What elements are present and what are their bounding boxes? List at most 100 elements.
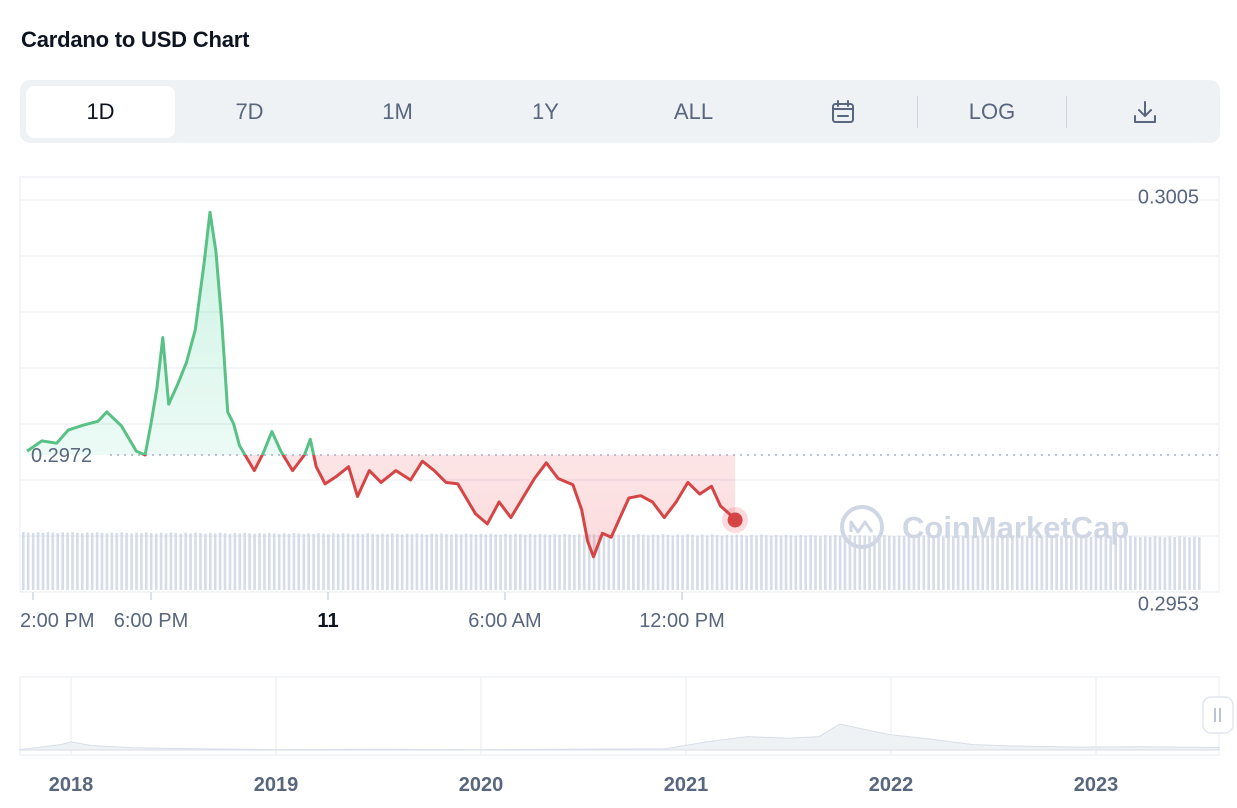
volume-bar [863, 535, 866, 590]
download-button[interactable] [1115, 86, 1175, 138]
volume-bar [1163, 537, 1167, 590]
volume-bar [1139, 537, 1142, 590]
volume-bar [671, 535, 675, 590]
navigator-svg[interactable]: 2018 2019 2020 2021 2022 2023 [0, 670, 1237, 803]
volume-bar [843, 536, 847, 590]
price-line-up [26, 210, 316, 455]
volume-bar [966, 536, 970, 590]
volume-bar [789, 535, 793, 590]
volume-bar [912, 535, 916, 590]
volume-bar [1099, 536, 1103, 590]
x-tick-label: 11 [317, 610, 338, 632]
volume-bar [838, 535, 842, 590]
volume-bar [341, 533, 345, 590]
volume-bar [499, 534, 502, 590]
volume-bar [666, 534, 670, 590]
volume-bar [1129, 536, 1132, 591]
volume-bar [701, 534, 704, 590]
volume-bar [474, 534, 478, 590]
volume-bar [1030, 535, 1034, 590]
volume-bar [976, 536, 980, 590]
volume-bar [66, 532, 69, 590]
volume-bar [651, 534, 655, 590]
calendar-button[interactable] [813, 86, 873, 138]
reference-price-label: 0.2972 [31, 445, 92, 467]
volume-bar [1050, 536, 1053, 590]
volume-bar [1025, 536, 1029, 590]
volume-bar [1094, 536, 1098, 590]
volume-bar [1188, 537, 1191, 590]
volume-bar [391, 533, 394, 590]
volume-bar [218, 532, 222, 590]
y-tick-label: 0.3005 [1138, 187, 1199, 209]
volume-bar [794, 535, 798, 590]
volume-bar [386, 534, 389, 590]
tab-1m[interactable]: 1M [382, 99, 413, 124]
tab-7d[interactable]: 7D [235, 99, 264, 124]
navigator-handle-box[interactable] [1202, 696, 1234, 734]
volume-bar [833, 535, 837, 590]
volume-bar [189, 533, 192, 590]
volume-bar [597, 535, 601, 590]
volume-bar [381, 533, 384, 590]
volume-bar [435, 534, 438, 590]
volume-bar [769, 535, 773, 590]
range-navigator[interactable]: 2018 2019 2020 2021 2022 2023 [0, 670, 1237, 803]
volume-bar [986, 536, 989, 590]
tab-all[interactable]: ALL [673, 99, 714, 124]
volume-bar [715, 535, 719, 590]
volume-bar [897, 535, 901, 590]
volume-bar [410, 534, 414, 590]
download-icon [1134, 101, 1156, 123]
volume-bar [292, 533, 296, 590]
volume-bar [479, 533, 483, 590]
navigator-year-label: 2019 [254, 774, 299, 796]
volume-bar [646, 535, 650, 590]
volume-bar [1158, 536, 1162, 590]
volume-bar [892, 536, 896, 590]
volume-bar [95, 532, 99, 590]
volume-bar [194, 532, 197, 590]
volume-bar [1001, 536, 1004, 590]
volume-bar [730, 535, 734, 590]
log-toggle[interactable]: LOG [968, 99, 1016, 124]
volume-bar [656, 535, 660, 590]
volume-bar [396, 533, 399, 590]
price-chart[interactable]: CoinMarketCap 0.3005 0.2953 0.2972 2:00 P… [0, 160, 1237, 640]
tab-1y[interactable]: 1Y [532, 99, 559, 124]
volume-bar [90, 533, 94, 590]
volume-bar [209, 532, 212, 590]
volume-bar [602, 534, 606, 590]
volume-bar [332, 533, 335, 590]
navigator-handle[interactable] [1202, 696, 1234, 734]
toolbar-divider [1066, 96, 1067, 128]
volume-bar [1109, 536, 1112, 590]
volume-bar [56, 533, 59, 590]
volume-bar [514, 533, 517, 590]
volume-bar [1104, 536, 1108, 590]
volume-bar [455, 533, 458, 590]
x-tick-label: 2:00 PM [20, 610, 94, 632]
price-area-fills [27, 212, 736, 557]
volume-bar [371, 533, 374, 590]
volume-bar [317, 533, 320, 590]
volume-bar [1035, 536, 1039, 590]
volume-bar [765, 535, 768, 590]
navigator-year-label: 2020 [459, 774, 504, 796]
tab-1d[interactable]: 1D [26, 86, 175, 138]
volume-bar [425, 534, 429, 590]
volume-bar [1075, 536, 1078, 590]
volume-bar [632, 535, 635, 590]
watermark-text: CoinMarketCap [902, 510, 1129, 545]
volume-bar [22, 532, 25, 590]
volume-bar [784, 534, 788, 590]
price-chart-svg[interactable]: CoinMarketCap 0.3005 0.2953 0.2972 2:00 P… [0, 160, 1237, 640]
volume-bar [902, 536, 906, 590]
volume-bar [543, 534, 547, 590]
volume-bar [961, 535, 965, 590]
volume-bar [135, 532, 138, 590]
volume-bar [130, 533, 133, 590]
volume-bar [548, 534, 552, 590]
volume-bar [1006, 535, 1009, 590]
x-tick-label: 6:00 AM [468, 610, 541, 632]
